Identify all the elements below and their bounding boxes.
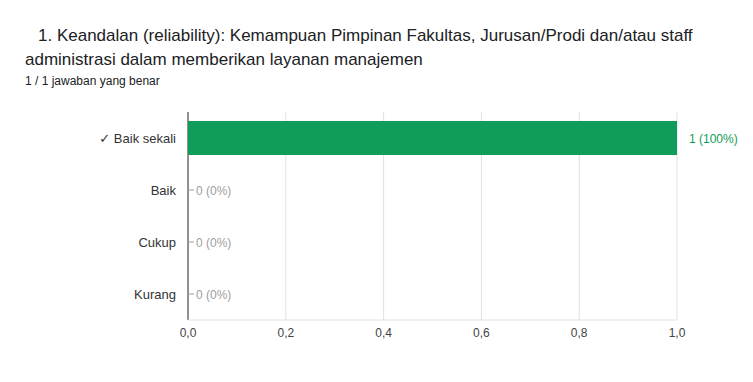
data-label: 0 (0%) [196,288,231,302]
bar [188,121,677,155]
data-label: 1 (100%) [689,132,738,146]
tick-label: 1,0 [669,326,686,340]
tick-label: 0,0 [180,326,197,340]
tick-label: 0,8 [571,326,588,340]
title: 1. Keandalan (reliability): Kemampuan Pi… [25,24,745,72]
data-label: 0 (0%) [196,184,231,198]
data-label: 0 (0%) [196,236,231,250]
bars [188,121,677,155]
subtitle: 1 / 1 jawaban yang benar [25,74,160,88]
label-leader [188,242,194,243]
tick-label: 0,2 [277,326,294,340]
category-label: Cukup [138,235,176,250]
category-label: Baik [151,183,177,198]
label-leader [188,190,194,191]
tick-label: 0,6 [473,326,490,340]
category-label: ✓ Baik sekali [99,131,176,146]
category-label: Kurang [134,287,176,302]
axis-line [188,320,677,321]
tick-label: 0,4 [375,326,392,340]
chart: 0,0 0,2 0,4 0,6 0,8 1,0 ✓ Baik sekali 1 (100%) B… [0,0,753,382]
label-leader [188,294,194,295]
